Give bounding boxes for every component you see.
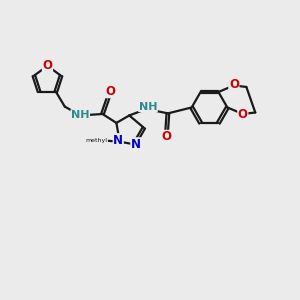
Text: NH: NH	[71, 110, 89, 120]
Text: O: O	[161, 130, 171, 143]
Text: O: O	[229, 78, 239, 91]
Text: methyl: methyl	[86, 138, 108, 143]
Text: N: N	[131, 138, 141, 151]
Text: O: O	[43, 59, 52, 72]
Text: O: O	[238, 108, 248, 122]
Text: O: O	[105, 85, 115, 98]
Text: N: N	[113, 134, 123, 147]
Text: NH: NH	[139, 102, 157, 112]
